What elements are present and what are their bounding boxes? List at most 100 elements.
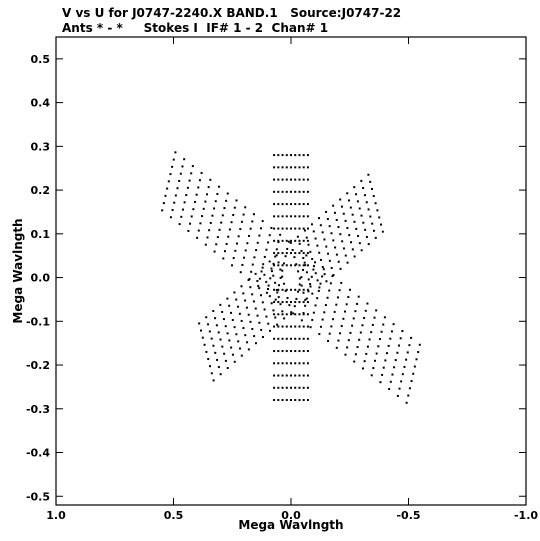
uv-point bbox=[208, 229, 211, 232]
uv-point bbox=[258, 234, 261, 237]
uv-point bbox=[223, 250, 226, 253]
uv-point bbox=[298, 283, 301, 286]
uv-point bbox=[245, 306, 248, 309]
uv-point bbox=[298, 178, 301, 181]
y-axis-ticks: 0.5 0.4 0.3 0.2 0.1 0.0 -0.1 -0.2 -0.3 -0.4 -0.5 bbox=[26, 53, 526, 503]
uv-point bbox=[273, 252, 276, 255]
uv-point bbox=[242, 327, 245, 330]
uv-point bbox=[273, 362, 276, 365]
uv-point bbox=[372, 195, 375, 198]
uv-point bbox=[306, 301, 309, 304]
uv-point bbox=[332, 204, 335, 207]
uv-point bbox=[353, 360, 356, 363]
uv-point bbox=[312, 268, 315, 271]
uv-point bbox=[360, 214, 363, 217]
uv-point bbox=[354, 353, 357, 356]
uv-point bbox=[339, 332, 342, 335]
uv-point bbox=[387, 344, 390, 347]
uv-point bbox=[363, 360, 366, 363]
uv-point bbox=[403, 365, 406, 368]
uv-point bbox=[238, 312, 241, 315]
uv-point bbox=[412, 372, 415, 375]
uv-point bbox=[196, 236, 199, 239]
uv-point bbox=[309, 285, 312, 288]
uv-point bbox=[323, 238, 326, 241]
uv-point bbox=[226, 366, 229, 369]
uv-point bbox=[254, 307, 257, 310]
uv-point bbox=[302, 350, 305, 353]
uv-point bbox=[356, 302, 359, 305]
uv-point bbox=[320, 258, 323, 261]
uv-point bbox=[306, 154, 309, 157]
uv-point bbox=[261, 301, 264, 304]
uv-point bbox=[274, 298, 277, 301]
uv-point bbox=[352, 317, 355, 320]
uv-point bbox=[191, 165, 194, 168]
y-tick-label: -0.3 bbox=[26, 403, 50, 416]
uv-point bbox=[219, 303, 222, 306]
uv-point bbox=[188, 179, 191, 182]
uv-point bbox=[288, 304, 291, 307]
uv-point bbox=[329, 282, 332, 285]
uv-point bbox=[340, 281, 343, 284]
uv-point bbox=[226, 192, 229, 195]
uv-point bbox=[285, 350, 288, 353]
uv-point bbox=[244, 334, 247, 337]
uv-point bbox=[211, 214, 214, 217]
uv-point bbox=[302, 257, 305, 260]
uv-point bbox=[298, 301, 301, 304]
uv-point bbox=[207, 323, 210, 326]
uv-point bbox=[314, 272, 317, 275]
uv-point bbox=[234, 249, 237, 252]
uv-point bbox=[229, 311, 232, 314]
uv-point bbox=[338, 289, 341, 292]
uv-point bbox=[378, 338, 381, 341]
uv-point bbox=[246, 341, 249, 344]
uv-point bbox=[206, 236, 209, 239]
uv-point bbox=[263, 255, 266, 258]
uv-point bbox=[213, 207, 216, 210]
uv-point bbox=[267, 241, 270, 244]
uv-point bbox=[337, 226, 340, 229]
uv-point bbox=[281, 269, 284, 272]
uv-point bbox=[274, 255, 277, 258]
uv-point bbox=[273, 154, 276, 157]
uv-point bbox=[356, 346, 359, 349]
uv-point bbox=[273, 215, 276, 218]
uv-point bbox=[357, 295, 360, 298]
uv-point bbox=[319, 224, 322, 227]
uv-point bbox=[285, 215, 288, 218]
x-tick-label: 0.5 bbox=[164, 509, 184, 522]
y-tick-label: 0.0 bbox=[31, 272, 51, 285]
uv-point bbox=[290, 215, 292, 218]
uv-point bbox=[277, 154, 280, 157]
uv-point bbox=[282, 282, 285, 285]
uv-point bbox=[285, 386, 288, 389]
uv-point bbox=[179, 172, 182, 175]
uv-point bbox=[193, 200, 196, 203]
uv-point bbox=[281, 337, 284, 340]
uv-point bbox=[417, 351, 420, 354]
uv-point bbox=[214, 200, 217, 203]
uv-point bbox=[251, 293, 254, 296]
uv-point bbox=[267, 322, 270, 325]
uv-point bbox=[273, 227, 276, 230]
uv-point bbox=[285, 154, 288, 157]
uv-point bbox=[302, 374, 305, 377]
uv-point bbox=[302, 268, 305, 271]
uv-point bbox=[272, 309, 275, 312]
uv-point bbox=[377, 345, 380, 348]
uv-point bbox=[281, 239, 284, 242]
uv-point bbox=[380, 330, 383, 333]
uv-point bbox=[356, 200, 359, 203]
uv-point bbox=[304, 264, 307, 267]
y-tick-label: 0.3 bbox=[31, 140, 51, 153]
uv-point bbox=[233, 360, 236, 363]
uv-point bbox=[285, 178, 288, 181]
uv-point bbox=[312, 265, 315, 268]
uv-point bbox=[294, 374, 297, 377]
uv-point bbox=[285, 227, 288, 230]
uv-point bbox=[298, 203, 301, 206]
uv-point bbox=[298, 215, 301, 218]
uv-point bbox=[260, 227, 263, 230]
